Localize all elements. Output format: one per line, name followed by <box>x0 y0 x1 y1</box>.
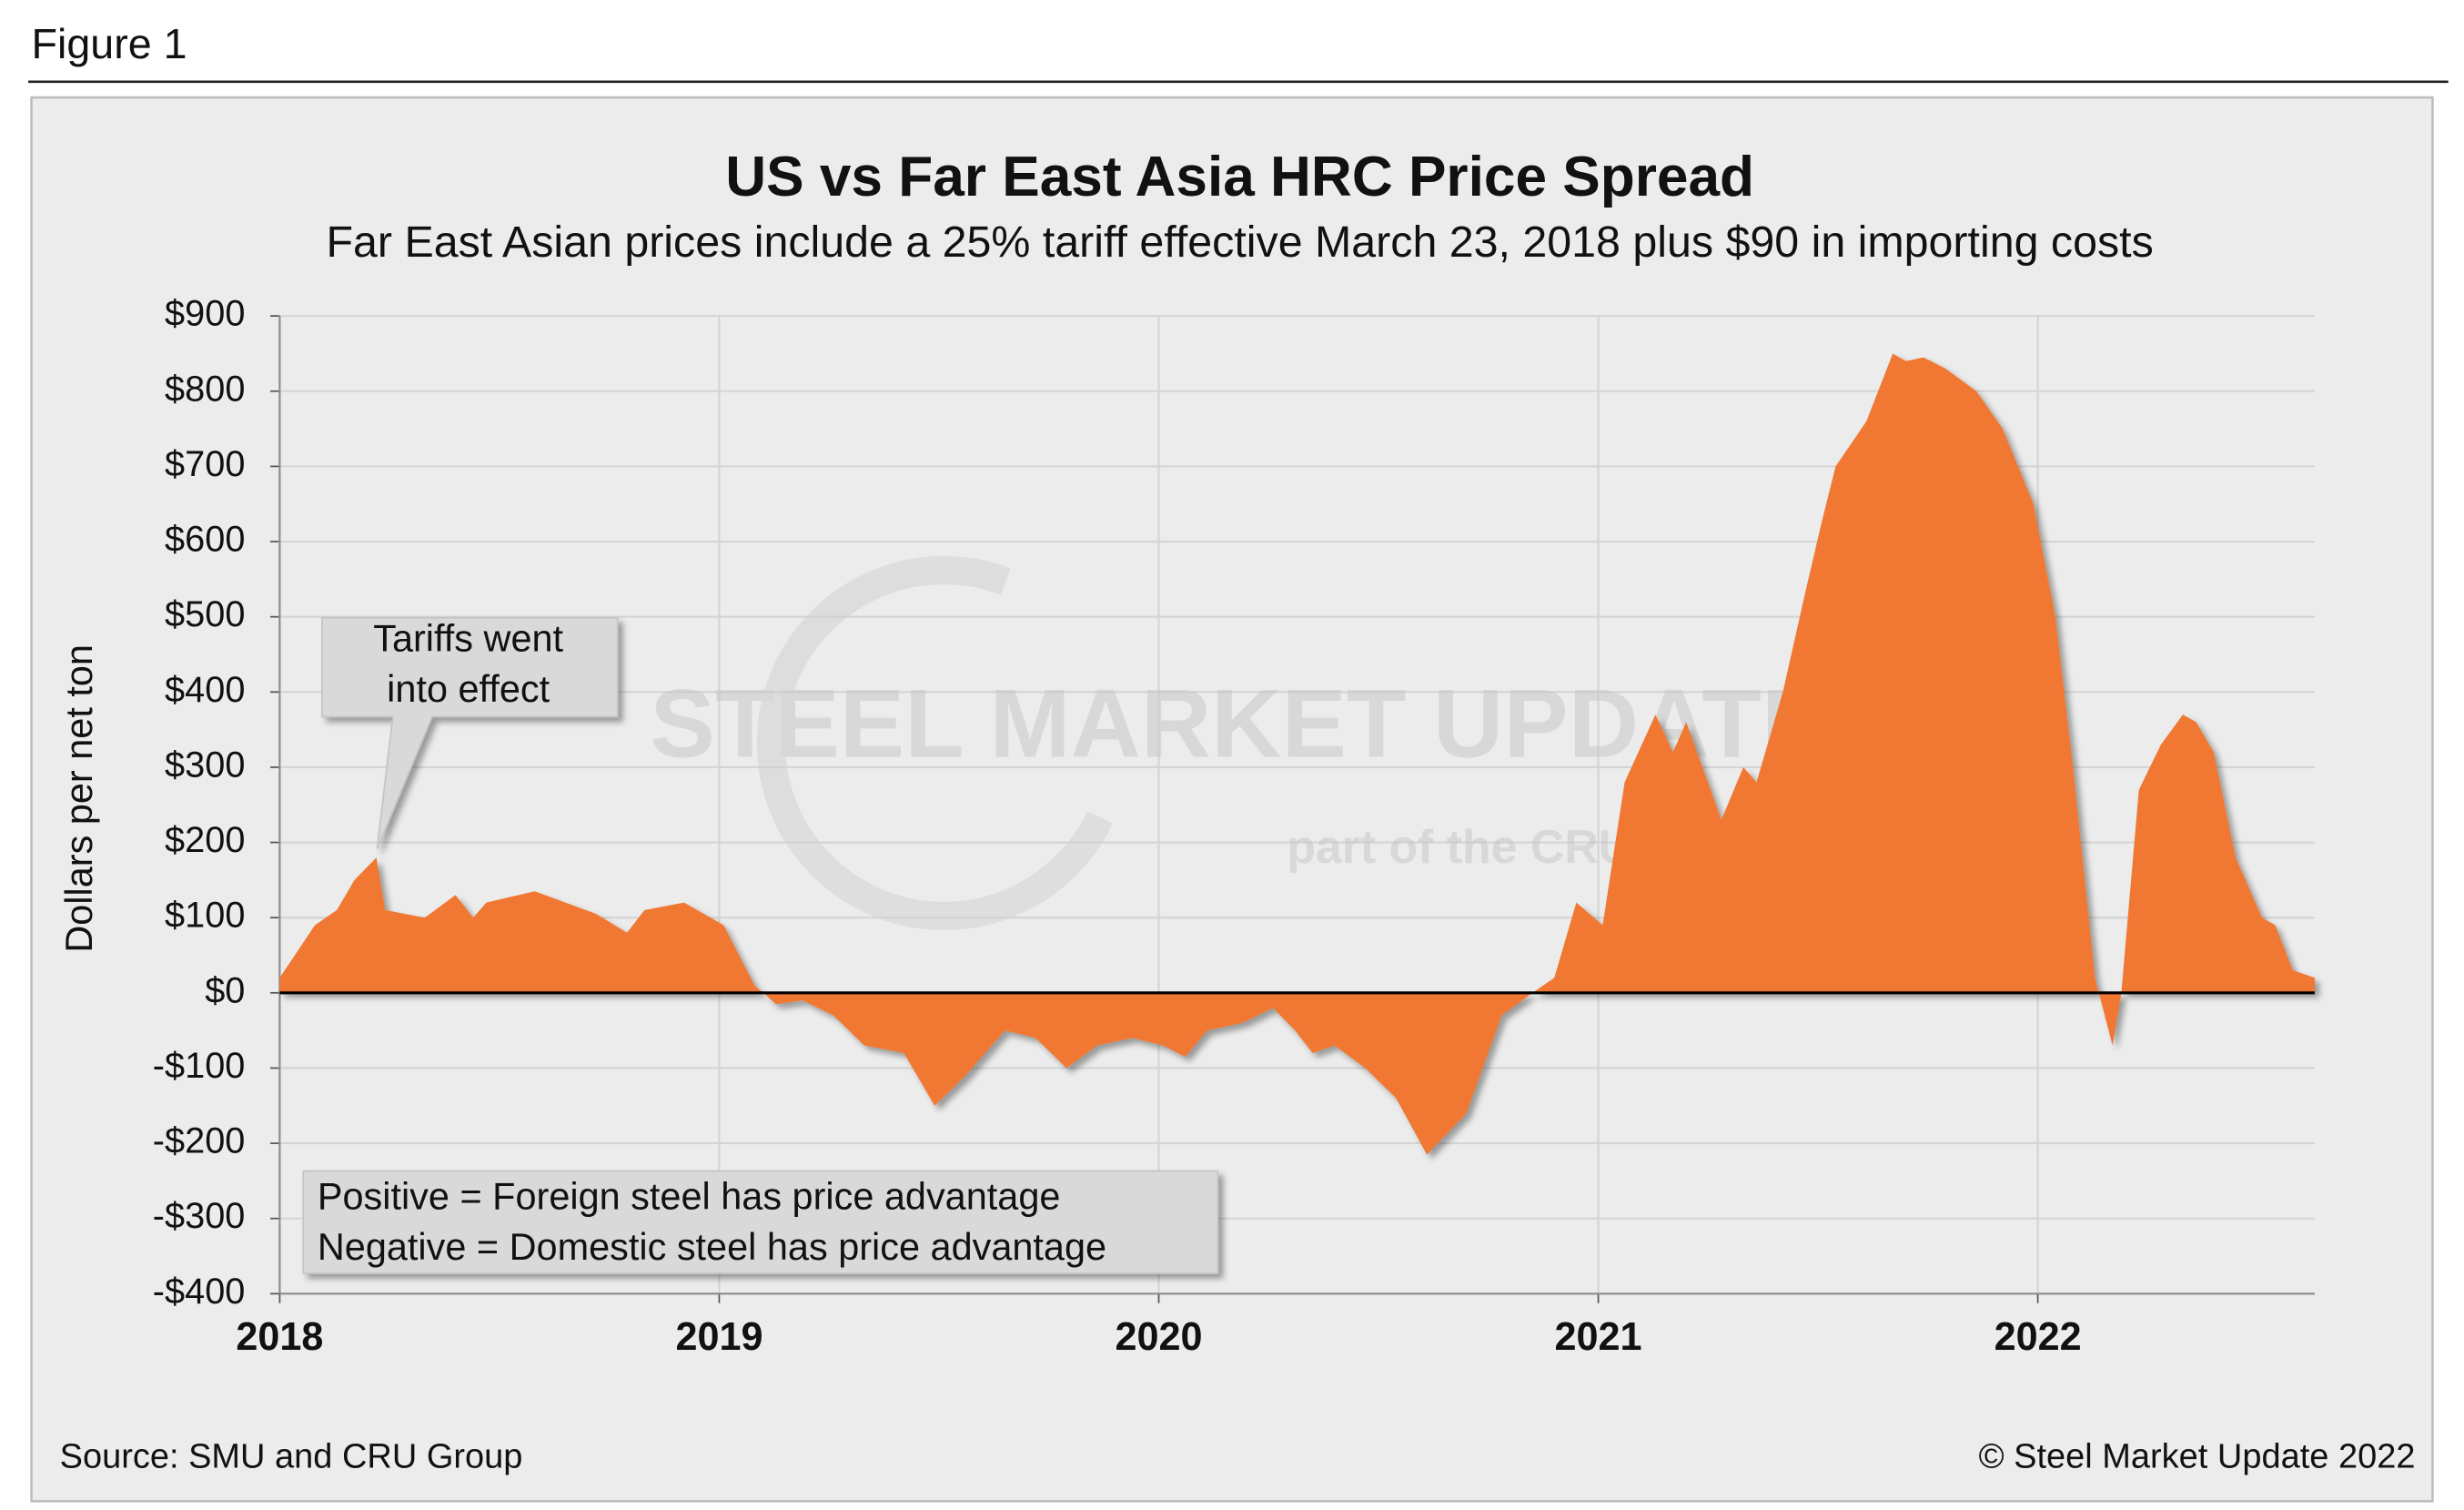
y-tick-label: $700 <box>165 444 245 484</box>
y-tick-label: $500 <box>165 594 245 634</box>
x-tick-label: 2020 <box>1116 1315 1203 1359</box>
note-box <box>302 1170 1219 1274</box>
x-tick-label: 2018 <box>236 1315 323 1359</box>
callout-box <box>321 616 619 849</box>
figure-label: Figure 1 <box>32 20 187 67</box>
copyright: © Steel Market Update 2022 <box>1979 1438 2416 1476</box>
y-tick-label: -$200 <box>153 1121 246 1161</box>
watermark-logo: STEEL MARKET UPDATE <box>651 668 1827 777</box>
y-tick-label: $200 <box>165 820 245 860</box>
y-tick-label: -$300 <box>153 1196 246 1236</box>
source: Source: SMU and CRU Group <box>60 1438 523 1476</box>
x-tick-label: 2021 <box>1555 1315 1642 1359</box>
area <box>279 353 2315 1155</box>
x-tick-label: 2019 <box>675 1315 762 1359</box>
y-tick-label: $100 <box>165 896 245 936</box>
y-tick-label: $600 <box>165 520 245 560</box>
watermark: STEEL MARKET UPDATE part of the CRU Grou… <box>651 555 1827 930</box>
note-text: Positive = Foreign steel has price advan… <box>318 1175 1061 1218</box>
y-axis-label: Dollars per net ton <box>57 644 100 953</box>
y-tick-label: $0 <box>205 970 245 1010</box>
y-tick-label: $400 <box>165 670 245 710</box>
callout-text: Tariffs went <box>373 617 563 660</box>
y-tick-label: -$100 <box>153 1046 246 1086</box>
y-tick-label: -$400 <box>153 1272 246 1312</box>
callout-text: into effect <box>387 667 550 710</box>
plot <box>279 353 2315 1155</box>
y-tick-label: $300 <box>165 745 245 785</box>
note-text: Negative = Domestic steel has price adva… <box>318 1225 1106 1268</box>
x-tick-label: 2022 <box>1994 1315 2082 1359</box>
watermark-arc <box>756 555 1113 930</box>
y-tick-label: $800 <box>165 369 245 409</box>
chart-title: US vs Far East Asia HRC Price Spread <box>725 146 1754 208</box>
callout <box>321 616 619 849</box>
chart-subtitle: Far East Asian prices include a 25% tari… <box>327 218 2154 267</box>
y-tick-label: $900 <box>165 294 245 334</box>
